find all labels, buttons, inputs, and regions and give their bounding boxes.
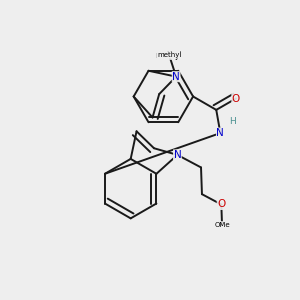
Text: O: O: [217, 200, 225, 209]
Text: N: N: [172, 72, 180, 82]
Text: methyl: methyl: [157, 52, 181, 58]
Text: methyl: methyl: [156, 50, 182, 59]
Text: OMe: OMe: [214, 221, 230, 227]
Text: O: O: [232, 94, 240, 103]
Text: N: N: [217, 128, 224, 138]
Text: H: H: [229, 117, 236, 126]
Text: N: N: [173, 150, 181, 160]
